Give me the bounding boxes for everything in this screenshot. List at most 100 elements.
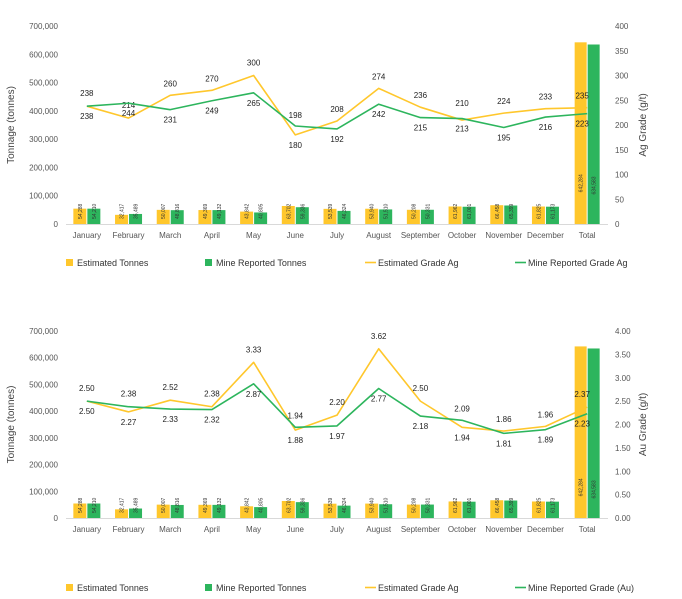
bar-estimated-tonnes bbox=[490, 500, 504, 518]
bar-data-label: 32,417 bbox=[120, 203, 126, 219]
bar-estimated-tonnes bbox=[490, 205, 504, 224]
y-tick-label: 300,000 bbox=[29, 434, 58, 443]
line-data-label: 1.94 bbox=[454, 433, 470, 442]
line-data-label: 274 bbox=[372, 72, 386, 81]
bar-estimated-tonnes bbox=[406, 504, 420, 518]
bar-estimated-tonnes bbox=[115, 509, 129, 518]
bar-estimated-tonnes bbox=[448, 206, 462, 224]
bar-mine-reported-tonnes bbox=[254, 507, 268, 518]
bar-mine-reported-tonnes bbox=[545, 501, 559, 518]
bar-mine-reported-tonnes bbox=[295, 207, 309, 224]
x-tick-label: September bbox=[401, 525, 440, 534]
y-tick-label: 0 bbox=[54, 514, 59, 523]
bar-data-label: 51,510 bbox=[384, 497, 390, 513]
bar-data-label: 61,962 bbox=[453, 497, 459, 513]
line-data-label: 195 bbox=[497, 133, 511, 142]
bar-data-label: 32,417 bbox=[120, 497, 126, 513]
x-tick-label: August bbox=[366, 231, 392, 240]
bar-mine-reported-tonnes bbox=[587, 348, 600, 518]
bar-data-label: 50,331 bbox=[425, 203, 431, 219]
bar-data-label: 63,702 bbox=[286, 497, 292, 513]
bar-estimated-tonnes bbox=[365, 208, 379, 224]
line-data-label: 260 bbox=[164, 79, 178, 88]
bar-data-label: 61,825 bbox=[536, 497, 542, 513]
line-data-label: 265 bbox=[247, 99, 261, 108]
y2-tick-label: 1.50 bbox=[615, 444, 631, 453]
bar-data-label: 50,007 bbox=[161, 497, 167, 513]
line-data-label: 2.33 bbox=[162, 415, 178, 424]
line-data-label: 3.33 bbox=[246, 345, 262, 354]
x-tick-label: January bbox=[73, 525, 101, 534]
y2-tick-label: 4.00 bbox=[615, 327, 631, 336]
x-tick-label: October bbox=[448, 231, 477, 240]
bar-data-label: 61,173 bbox=[550, 203, 556, 219]
line-data-label: 2.38 bbox=[204, 390, 220, 399]
y-axis-title: Tonnage (tonnes) bbox=[6, 386, 17, 464]
bar-estimated-tonnes bbox=[574, 42, 587, 225]
bar-mine-reported-tonnes bbox=[254, 212, 268, 224]
line-data-label: 2.09 bbox=[454, 404, 470, 413]
y2-tick-label: 100 bbox=[615, 171, 629, 180]
bar-data-label: 46,324 bbox=[342, 203, 348, 219]
y2-tick-label: 1.00 bbox=[615, 467, 631, 476]
x-tick-label: March bbox=[159, 231, 181, 240]
y-tick-label: 700,000 bbox=[29, 22, 58, 31]
line-data-label: 2.87 bbox=[246, 390, 262, 399]
bar-mine-reported-tonnes bbox=[504, 205, 518, 224]
bar-data-label: 54,210 bbox=[92, 497, 98, 513]
bar-data-label: 50,208 bbox=[411, 203, 417, 219]
x-tick-label: March bbox=[159, 525, 181, 534]
bar-mine-reported-tonnes bbox=[379, 209, 393, 224]
bar-data-label: 53,940 bbox=[370, 203, 376, 219]
legend-swatch bbox=[66, 259, 73, 266]
line-data-label: 3.62 bbox=[371, 332, 387, 341]
bar-data-label: 54,210 bbox=[92, 203, 98, 219]
x-tick-label: May bbox=[246, 525, 261, 534]
x-tick-label: October bbox=[448, 525, 477, 534]
line-data-label: 238 bbox=[80, 112, 94, 121]
bar-data-label: 43,842 bbox=[245, 497, 251, 513]
x-tick-label: July bbox=[330, 231, 344, 240]
y2-tick-label: 350 bbox=[615, 47, 629, 56]
line-data-label: 2.38 bbox=[121, 390, 137, 399]
line-data-label: 214 bbox=[122, 101, 136, 110]
y-tick-label: 700,000 bbox=[29, 327, 58, 336]
bar-data-label: 51,510 bbox=[384, 203, 390, 219]
legend-swatch bbox=[66, 584, 73, 591]
y-tick-label: 600,000 bbox=[29, 354, 58, 363]
line-data-label: 235 bbox=[575, 92, 589, 101]
legend-swatch bbox=[205, 259, 212, 266]
line-data-label: 2.50 bbox=[79, 384, 95, 393]
x-tick-label: December bbox=[527, 231, 564, 240]
x-tick-label: April bbox=[204, 525, 220, 534]
bar-estimated-tonnes bbox=[281, 205, 295, 224]
line-data-label: 208 bbox=[330, 105, 344, 114]
y2-tick-label: 3.00 bbox=[615, 374, 631, 383]
bar-data-label: 63,702 bbox=[286, 203, 292, 219]
bar-estimated-tonnes bbox=[406, 209, 420, 224]
legend-item: Mine Reported Tonnes bbox=[216, 583, 307, 593]
bar-estimated-tonnes bbox=[156, 209, 170, 224]
bar-estimated-tonnes bbox=[73, 208, 87, 224]
line-estimated-grade-ag bbox=[86, 74, 588, 136]
x-tick-label: June bbox=[287, 231, 305, 240]
y-tick-label: 400,000 bbox=[29, 407, 58, 416]
bar-data-label: 54,288 bbox=[78, 497, 84, 513]
y-tick-label: 400,000 bbox=[29, 107, 58, 116]
y2-tick-label: 0.50 bbox=[615, 491, 631, 500]
bar-mine-reported-tonnes bbox=[545, 206, 559, 224]
bar-estimated-tonnes bbox=[574, 346, 587, 518]
y2-tick-label: 2.00 bbox=[615, 421, 631, 430]
bar-data-label: 43,842 bbox=[245, 203, 251, 219]
line-data-label: 231 bbox=[164, 116, 178, 125]
line-data-label: 2.37 bbox=[574, 390, 590, 399]
bar-data-label: 53,539 bbox=[328, 497, 334, 513]
line-data-label: 236 bbox=[414, 91, 428, 100]
bar-estimated-tonnes bbox=[198, 504, 212, 518]
line-data-label: 180 bbox=[289, 141, 303, 150]
bar-mine-reported-tonnes bbox=[420, 504, 434, 518]
line-data-label: 233 bbox=[539, 93, 553, 102]
bar-data-label: 642,284 bbox=[579, 478, 585, 496]
legend-item: Estimated Grade Ag bbox=[378, 258, 459, 268]
